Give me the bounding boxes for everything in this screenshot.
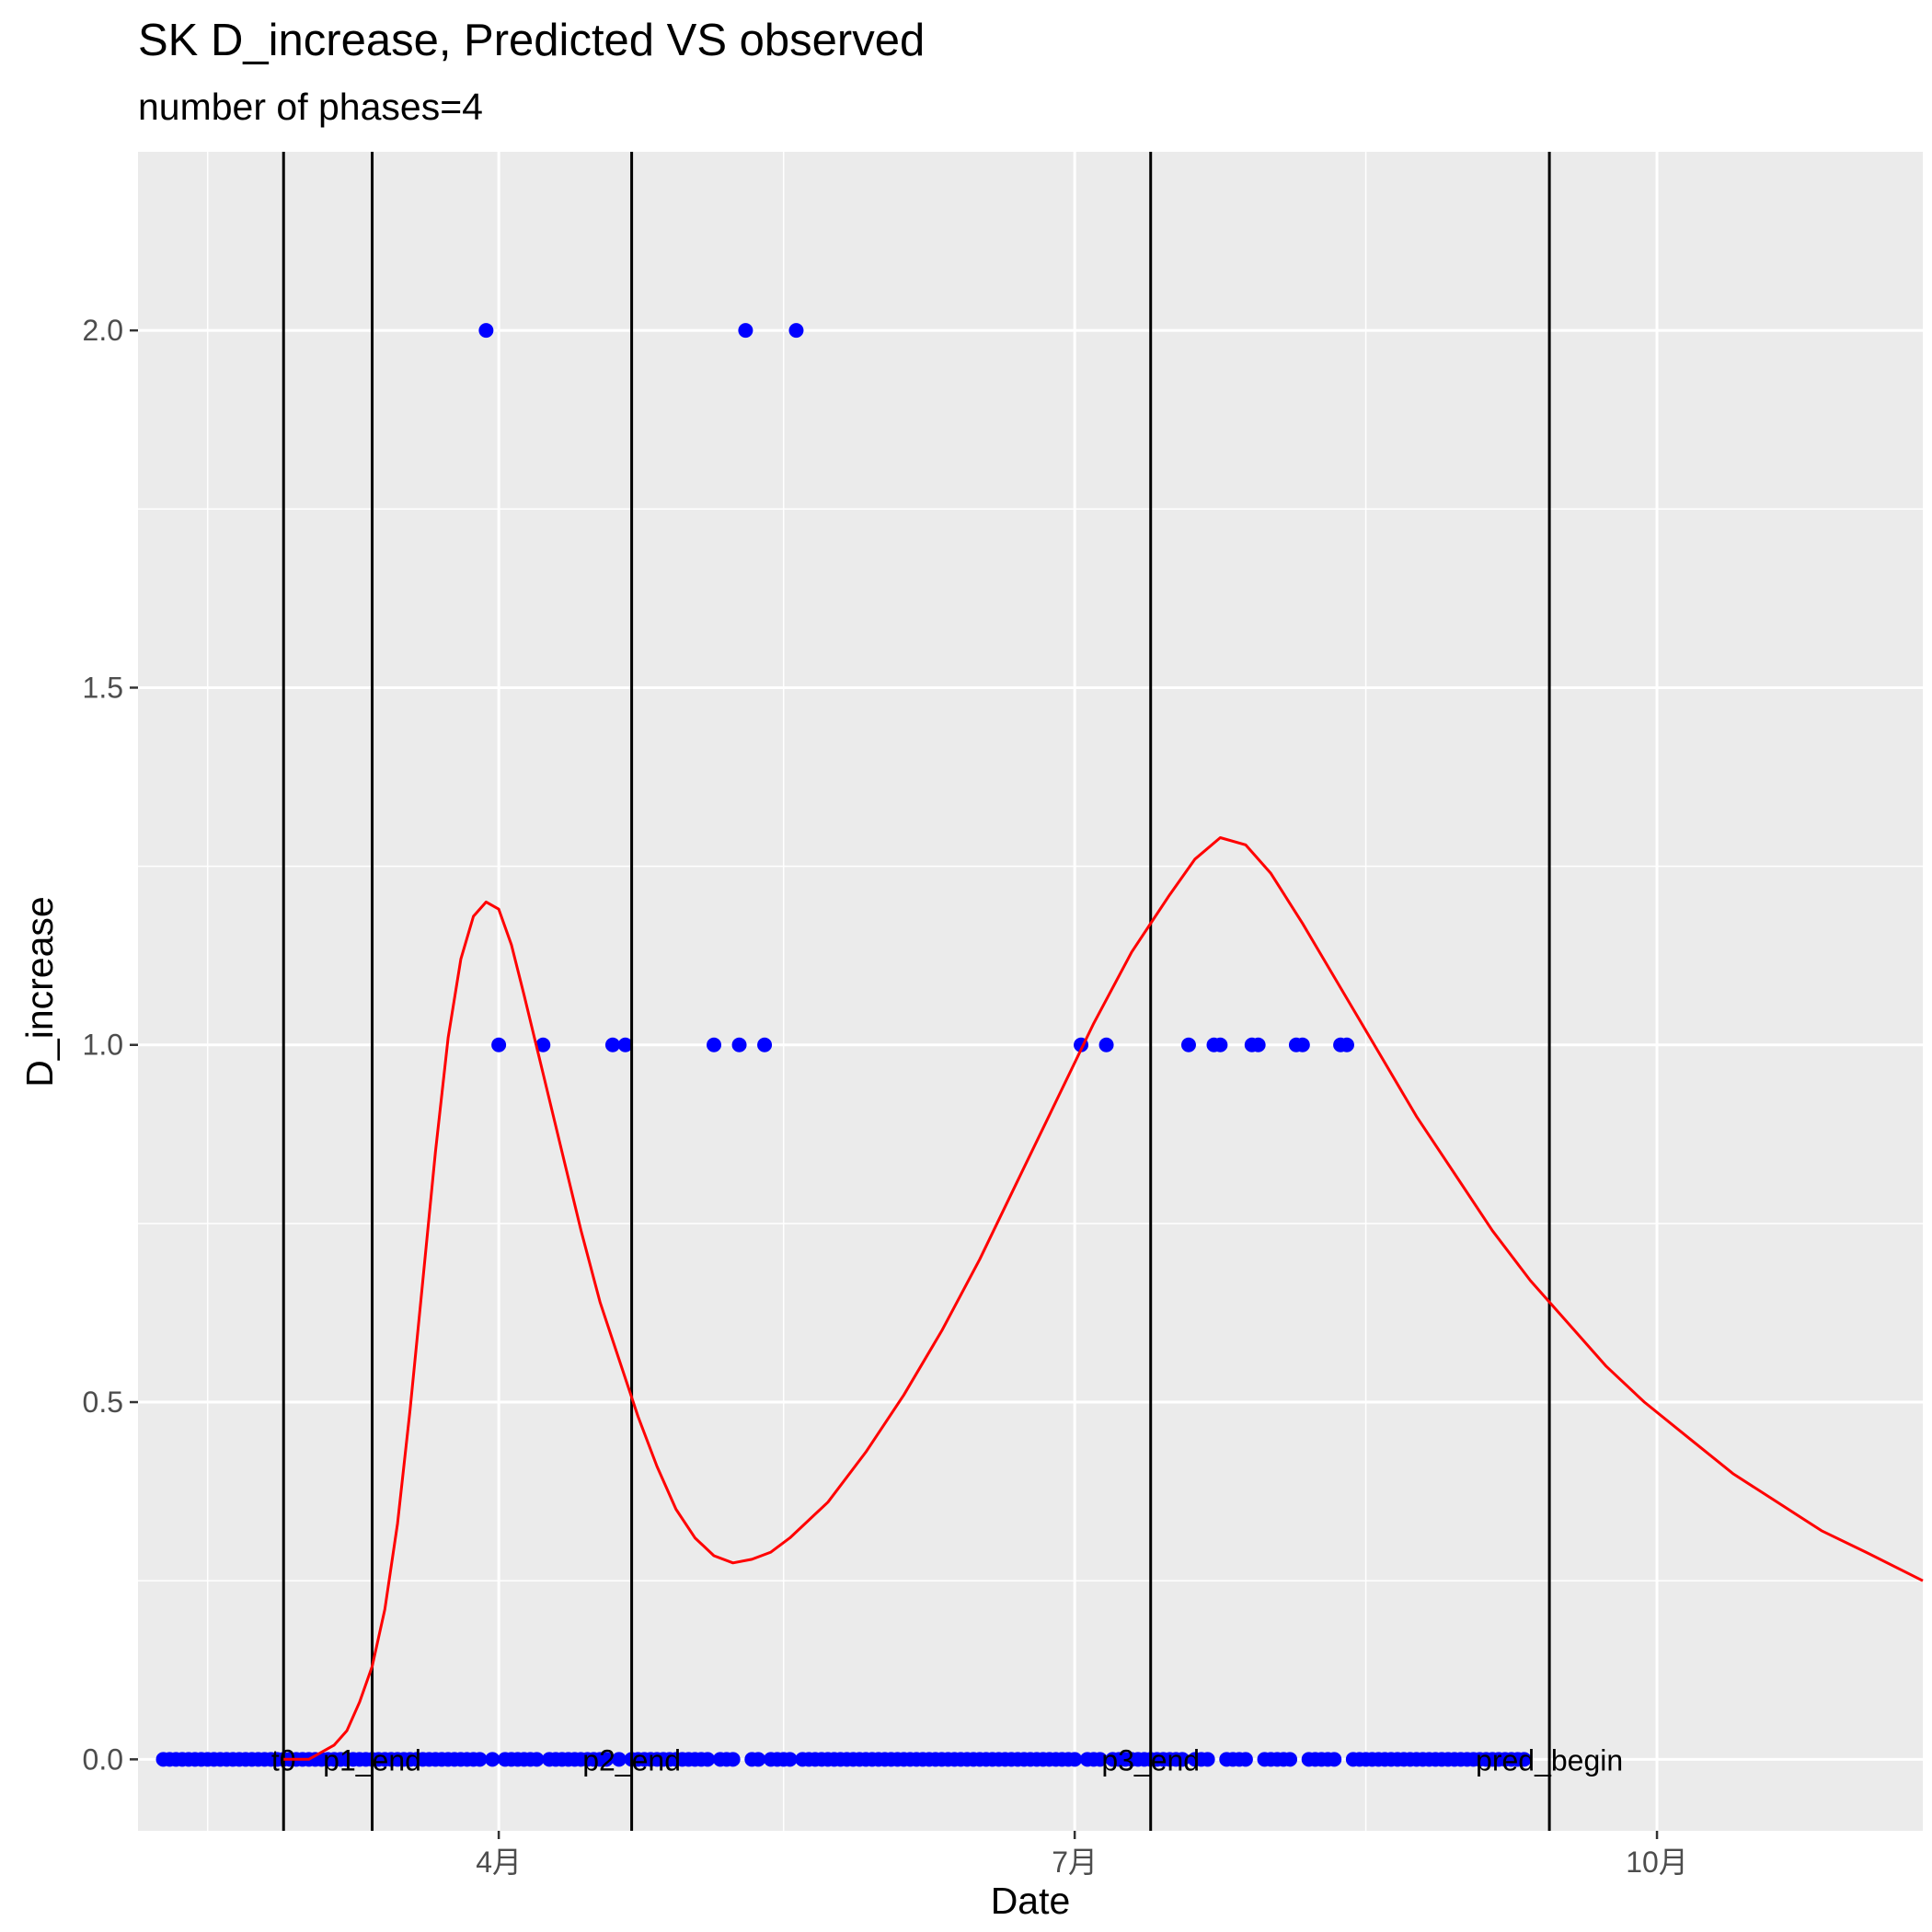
x-tick-label: 7月 (1052, 1846, 1098, 1879)
observed-point (1327, 1752, 1342, 1767)
grid-minor (138, 152, 1923, 1831)
observed-point (1516, 1752, 1532, 1767)
observed-points (155, 323, 1532, 1767)
observed-point (599, 1752, 615, 1767)
observed-point (788, 323, 804, 339)
observed-point (1092, 1752, 1108, 1767)
observed-point (617, 1037, 633, 1052)
y-tick-label: 1.5 (83, 671, 123, 704)
observed-point (707, 1037, 722, 1052)
x-tick-label: 10月 (1626, 1846, 1688, 1879)
observed-point (1180, 1037, 1196, 1052)
observed-point (1294, 1037, 1310, 1052)
y-axis: 0.0 0.5 1.0 1.5 2.0 (83, 314, 138, 1776)
observed-point (1250, 1037, 1266, 1052)
phase-vline-label: p3_end (1101, 1743, 1200, 1777)
predicted-curve (283, 836, 1924, 1761)
phase-vline-label: p2_end (582, 1743, 681, 1777)
observed-point (472, 1752, 488, 1767)
phase-vline-label: pred_begin (1476, 1743, 1623, 1777)
observed-point (1098, 1037, 1114, 1052)
chart-title: SK D_increase, Predicted VS observed (138, 16, 925, 65)
x-axis-title: Date (991, 1880, 1071, 1922)
observed-point (485, 1752, 500, 1767)
y-tick-label: 2.0 (83, 314, 123, 347)
y-tick-label: 0.0 (83, 1742, 123, 1776)
observed-point (535, 1037, 551, 1052)
y-tick-label: 0.5 (83, 1386, 123, 1419)
observed-point (1213, 1037, 1228, 1052)
observed-point (1282, 1752, 1298, 1767)
x-axis: 4月 7月 10月 (476, 1831, 1688, 1879)
observed-point (529, 1752, 545, 1767)
observed-point (1339, 1037, 1354, 1052)
observed-point (751, 1752, 766, 1767)
observed-point (604, 1037, 620, 1052)
phase-vline-label: p1_end (323, 1743, 421, 1777)
observed-point (782, 1752, 798, 1767)
x-tick-label: 4月 (476, 1846, 522, 1879)
observed-point (478, 323, 494, 339)
observed-point (757, 1037, 773, 1052)
observed-point (1200, 1752, 1215, 1767)
observed-point (731, 1037, 747, 1052)
observed-point (1175, 1752, 1190, 1767)
observed-point (611, 1752, 627, 1767)
chart-subtitle: number of phases=4 (138, 86, 483, 128)
observed-point (700, 1752, 716, 1767)
grid-major (138, 152, 1923, 1831)
observed-point (491, 1037, 507, 1052)
y-tick-label: 1.0 (83, 1029, 123, 1062)
vertical-lines: t0 p1_end p2_end p3_end pred_begin (271, 152, 1623, 1831)
predicted-line (283, 836, 1924, 1761)
observed-point (1237, 1752, 1253, 1767)
observed-point (1067, 1752, 1083, 1767)
plot-panel (138, 152, 1923, 1831)
observed-point (738, 323, 753, 339)
observed-point (725, 1752, 741, 1767)
y-axis-title: D_increase (18, 896, 61, 1087)
